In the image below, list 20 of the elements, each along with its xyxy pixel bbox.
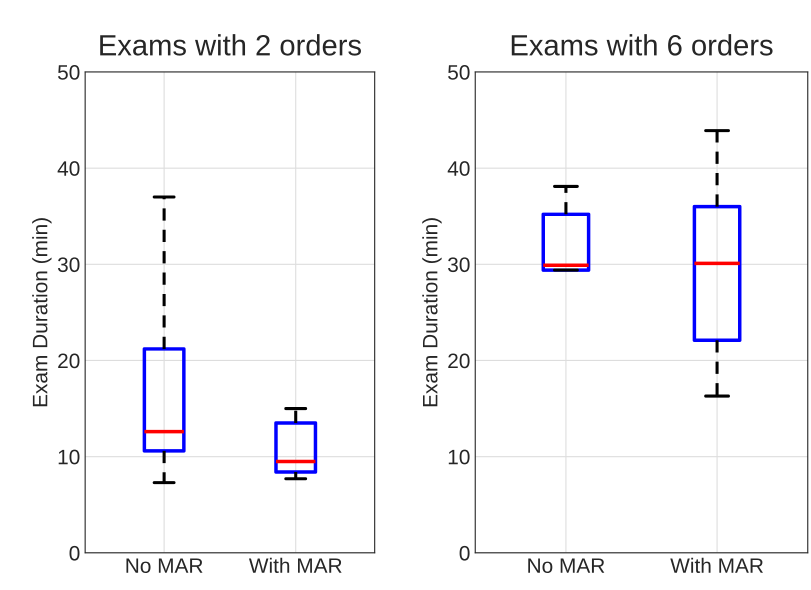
- y-tick-label: 40: [448, 161, 470, 176]
- y-tick-label: 40: [58, 161, 80, 176]
- y-axis-title: Exam Duration (min): [32, 218, 52, 406]
- y-tick-label: 50: [58, 64, 80, 80]
- chart-title: Exams with 6 orders: [512, 34, 773, 56]
- y-tick-label: 0: [70, 546, 80, 561]
- y-tick-label: 30: [58, 257, 80, 272]
- y-tick-label: 10: [448, 450, 470, 464]
- x-tick-label: No MAR: [528, 558, 604, 573]
- x-tick-label: With MAR: [670, 558, 763, 573]
- y-tick-label: 10: [58, 450, 80, 464]
- y-tick-label: 20: [58, 353, 80, 368]
- y-axis-title: Exam Duration (min): [422, 218, 442, 406]
- x-tick-label: No MAR: [126, 558, 203, 573]
- y-tick-label: 30: [448, 257, 470, 272]
- y-tick-label: 0: [460, 546, 470, 561]
- y-tick-label: 50: [448, 64, 470, 80]
- y-tick-label: 20: [448, 353, 470, 368]
- chart-title: Exams with 2 orders: [100, 34, 361, 56]
- x-tick-label: With MAR: [248, 558, 342, 573]
